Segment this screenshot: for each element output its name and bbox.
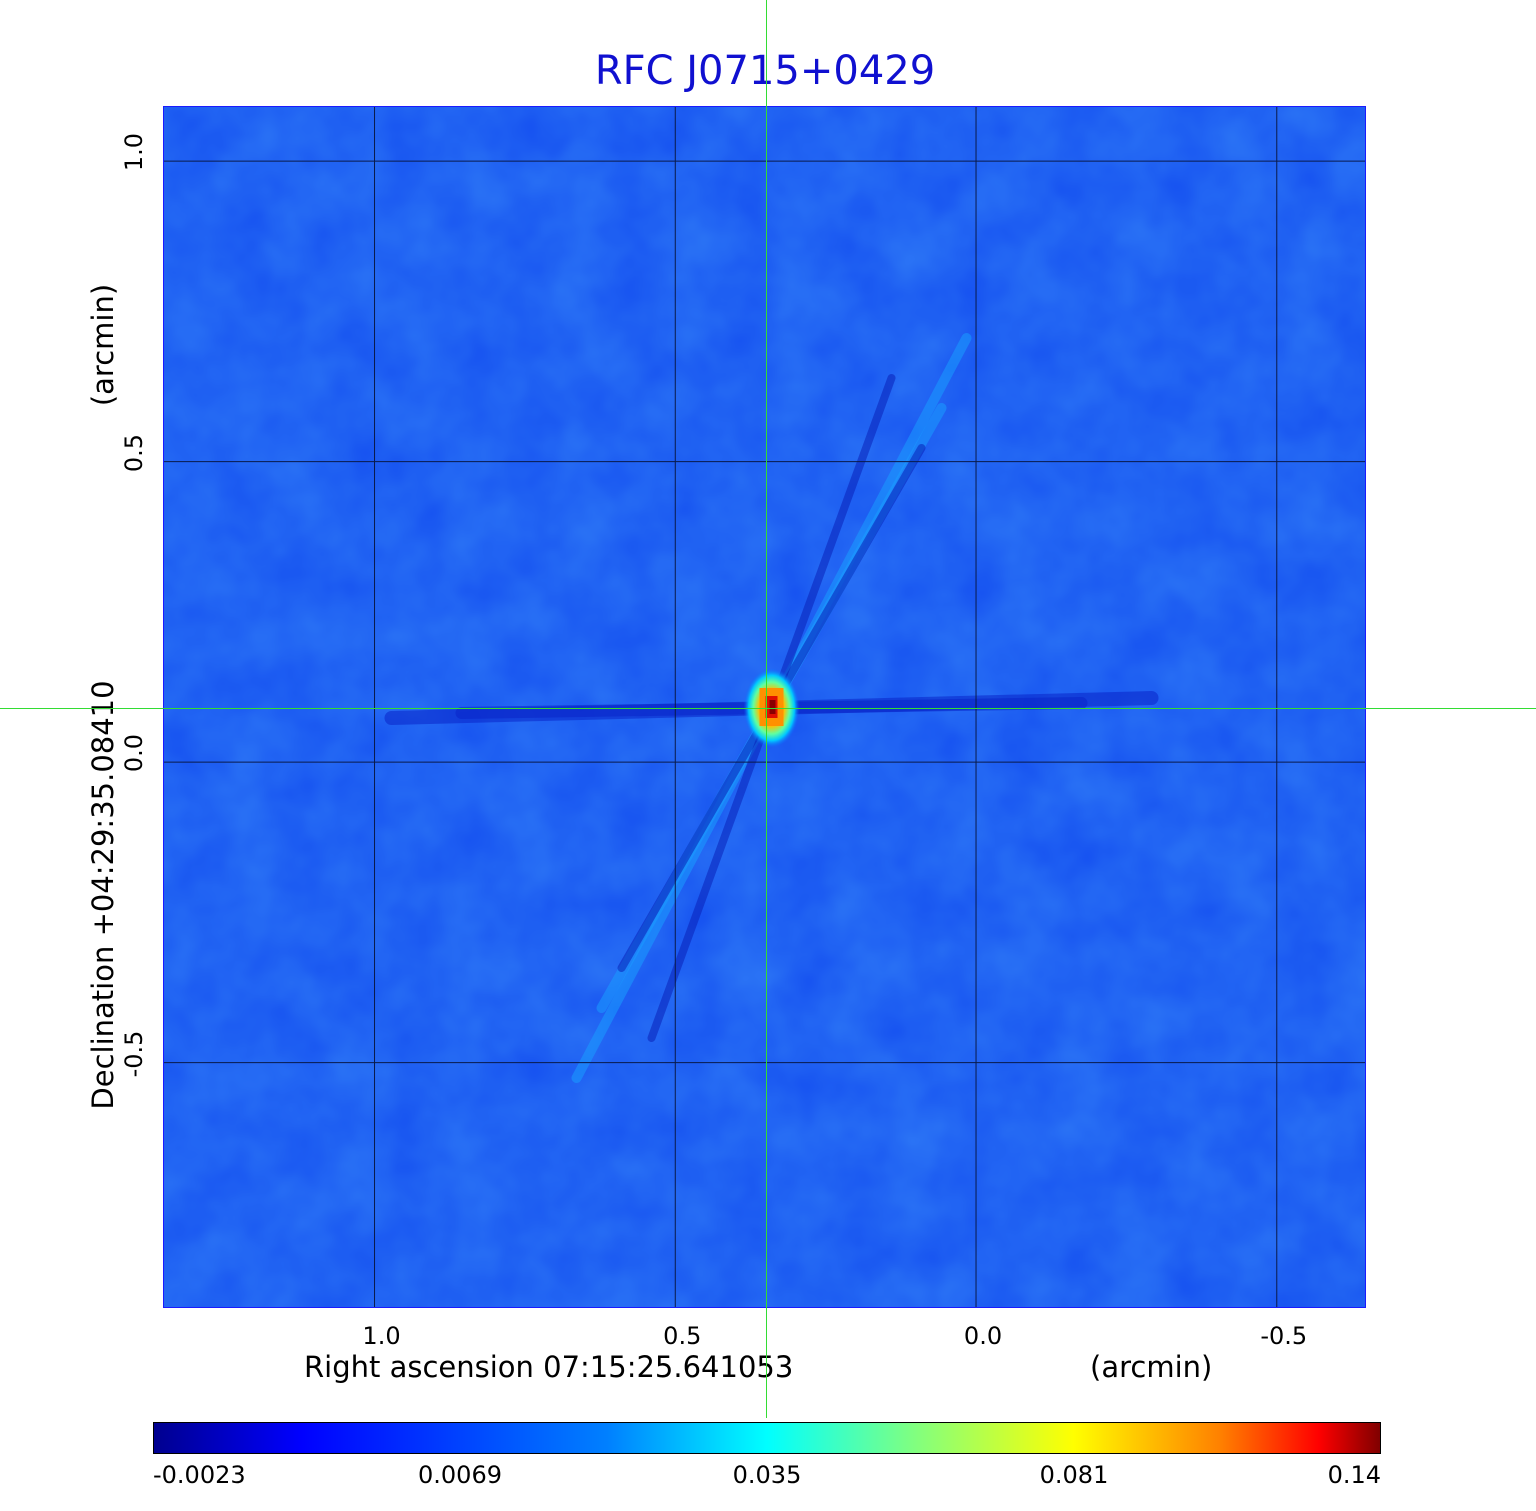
colorbar-tick-label-3: 0.081 [1039,1461,1109,1489]
y-axis-unit: (arcmin) [86,283,120,407]
x-tick-label-0: 1.0 [362,1322,401,1350]
x-tick-label-3: -0.5 [1260,1322,1308,1350]
y-tick-label-0: 1.0 [120,132,148,172]
colorbar-tick-label-2: 0.035 [732,1461,802,1489]
x-axis-unit: (arcmin) [1090,1350,1213,1384]
y-tick-label-2: 0.0 [120,733,148,773]
y-tick-label-1: 0.5 [120,433,148,472]
x-axis-label: Right ascension 07:15:25.641053 [304,1350,794,1384]
image-plot-area[interactable] [163,106,1366,1308]
x-tick-label-2: 0.0 [963,1322,1003,1350]
crosshair-horizontal [0,708,1536,709]
colorbar-tick-label-4: 0.14 [1327,1461,1381,1489]
colorbar-tick-label-0: -0.0023 [153,1461,246,1489]
plot-svg [164,107,1365,1307]
chart-title: RFC J0715+0429 [594,48,936,94]
y-tick-label-3: -0.5 [120,1030,148,1077]
source-core [769,700,776,714]
colorbar [153,1422,1381,1454]
crosshair-vertical [766,0,767,1418]
x-tick-label-1: 0.5 [663,1322,702,1350]
y-axis-label: Declination +04:29:35.08410 [86,680,120,1110]
colorbar-tick-label-1: 0.0069 [418,1461,502,1489]
